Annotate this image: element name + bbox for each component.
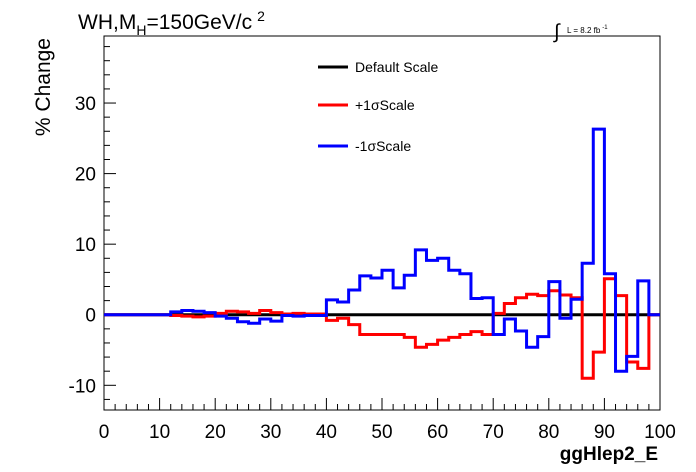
chart-title-superscript: 2 [257, 8, 265, 24]
chart-title: WH,MH=150GeV/c 2 [78, 8, 265, 38]
y-tick-label: 0 [85, 306, 96, 327]
y-tick-label: 30 [75, 94, 96, 115]
legend-label-minus-1sigma-scale: -1σScale [355, 138, 411, 154]
chart-title-main: WH,M [78, 11, 136, 34]
legend-label-default-scale: Default Scale [355, 59, 438, 75]
legend: Default Scale +1σScale -1σScale [318, 59, 438, 154]
x-tick-label: 30 [260, 422, 281, 443]
x-tick-label: 100 [644, 422, 676, 443]
chart-title-rest: =150GeV/c [146, 11, 252, 34]
x-tick-label: 40 [316, 422, 337, 443]
x-tick-label: 70 [483, 422, 504, 443]
y-tick-label: -10 [69, 376, 96, 397]
x-tick-label: 10 [149, 422, 170, 443]
legend-label-plus-1sigma-scale: +1σScale [355, 97, 415, 113]
x-tick-label: 20 [205, 422, 226, 443]
x-axis-label: ggHlep2_E [560, 444, 658, 465]
chart-title-subscript: H [136, 22, 146, 38]
x-tick-label: 0 [99, 422, 110, 443]
y-tick-label: 20 [75, 165, 96, 186]
series-minus-1sigma-scale [104, 127, 660, 373]
plot-frame [103, 35, 661, 411]
y-axis-label: % Change [32, 38, 55, 136]
integral-symbol-icon: ∫ [553, 21, 561, 43]
x-tick-label: 50 [371, 422, 392, 443]
x-tick-label: 60 [427, 422, 448, 443]
svg-text:L = 8.2 fb-1: L = 8.2 fb -1 [567, 25, 608, 35]
series-layer [104, 127, 660, 380]
luminosity-superscript: -1 [602, 25, 608, 31]
y-tick-label: 10 [75, 235, 96, 256]
luminosity-text: L = 8.2 fb [567, 26, 601, 35]
series-line-minus-1sigma-scale [104, 127, 660, 373]
x-tick-label: 90 [594, 422, 615, 443]
x-tick-label: 80 [538, 422, 559, 443]
luminosity-label: ∫ L = 8.2 fb -1 [553, 21, 608, 43]
